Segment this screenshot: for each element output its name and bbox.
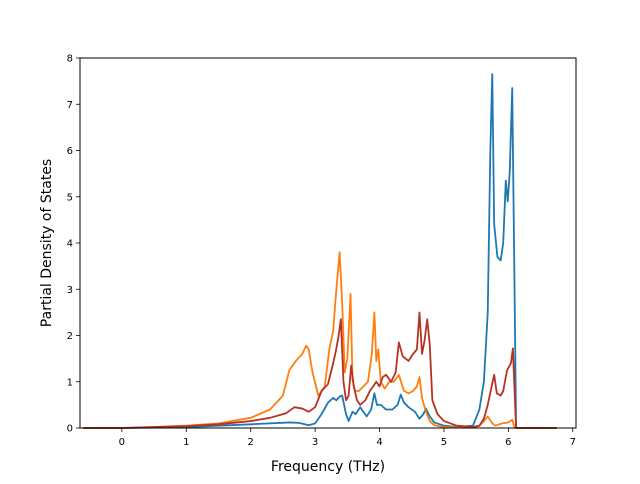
y-tick-label: 5 — [67, 192, 73, 203]
y-tick-label: 2 — [67, 331, 73, 342]
y-tick-label: 0 — [67, 424, 73, 435]
x-tick-label: 6 — [505, 437, 511, 448]
y-tick-label: 1 — [67, 377, 73, 388]
x-tick-label: 4 — [376, 437, 382, 448]
y-tick-label: 7 — [67, 100, 73, 111]
plot-frame — [79, 57, 577, 429]
y-tick-label: 6 — [67, 146, 73, 157]
x-tick-label: 3 — [312, 437, 318, 448]
x-axis-label: Frequency (THz) — [271, 459, 385, 475]
x-tick-label: 2 — [248, 437, 254, 448]
axis-layer: 0 1 2 3 4 5 6 7 0 1 2 3 4 5 6 7 8 — [67, 54, 576, 449]
series-line-1 — [83, 73, 557, 429]
series-layer — [83, 73, 557, 429]
x-tick-label: 0 — [119, 437, 125, 448]
y-axis-label: Partial Density of States — [39, 159, 55, 327]
x-tick-label: 7 — [570, 437, 576, 448]
y-tick-label: 8 — [67, 54, 73, 65]
y-tick-label: 4 — [67, 239, 73, 250]
plot-area — [80, 58, 576, 428]
y-tick-label: 3 — [67, 285, 73, 296]
series-line-3 — [83, 311, 557, 429]
x-tick-label: 5 — [441, 437, 447, 448]
x-tick-label: 1 — [183, 437, 189, 448]
